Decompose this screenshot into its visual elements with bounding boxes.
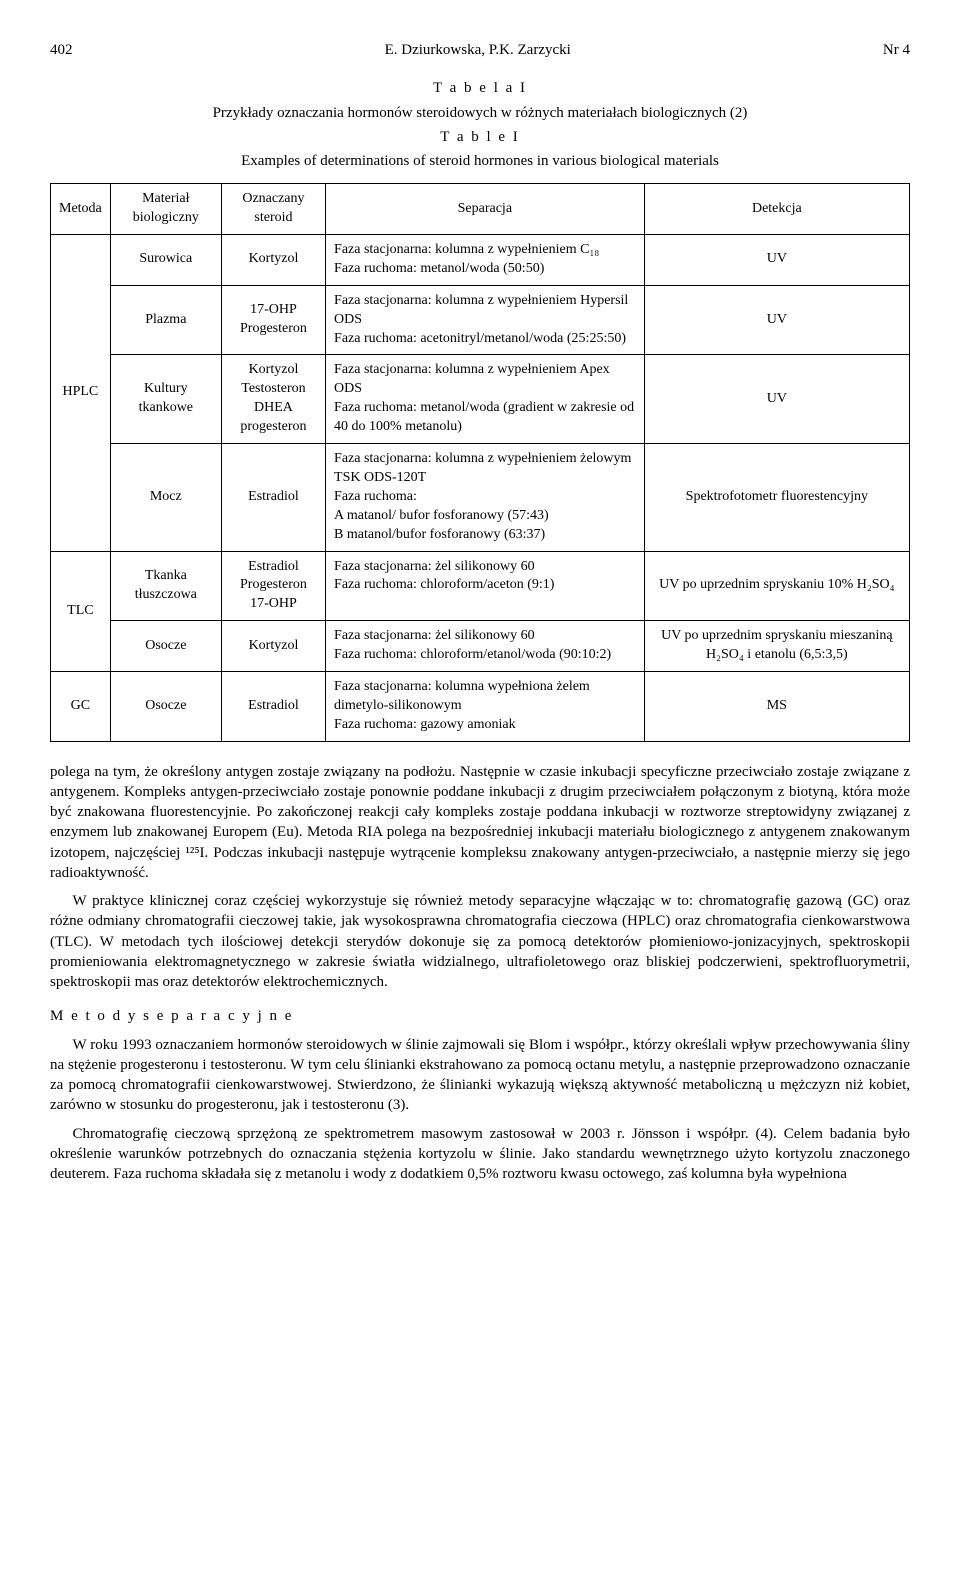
cell-steroid: Estradiol xyxy=(221,444,325,551)
table-row: Plazma17-OHPProgesteronFaza stacjonarna:… xyxy=(51,285,910,355)
table-caption-pl: Przykłady oznaczania hormonów steroidowy… xyxy=(50,103,910,123)
cell-detection: UV po uprzednim spryskaniu 10% H₂SO₄ xyxy=(644,551,909,621)
cell-method: GC xyxy=(51,671,111,741)
paragraph-3: W roku 1993 oznaczaniem hormonów steroid… xyxy=(50,1035,910,1116)
header-issue: Nr 4 xyxy=(883,40,910,60)
header-authors: E. Dziurkowska, P.K. Zarzycki xyxy=(385,40,571,60)
paragraph-1: polega na tym, że określony antygen zost… xyxy=(50,762,910,884)
table-row: HPLCSurowicaKortyzolFaza stacjonarna: ko… xyxy=(51,235,910,286)
cell-steroid: EstradiolProgesteron17-OHP xyxy=(221,551,325,621)
col-method: Metoda xyxy=(51,184,111,235)
cell-detection: MS xyxy=(644,671,909,741)
cell-material: Tkanka tłuszczowa xyxy=(110,551,221,621)
cell-separation: Faza stacjonarna: kolumna z wypełnieniem… xyxy=(326,235,645,286)
table-row: GCOsoczeEstradiolFaza stacjonarna: kolum… xyxy=(51,671,910,741)
cell-separation: Faza stacjonarna: kolumna wypełniona żel… xyxy=(326,671,645,741)
cell-steroid: 17-OHPProgesteron xyxy=(221,285,325,355)
cell-separation: Faza stacjonarna: kolumna z wypełnieniem… xyxy=(326,285,645,355)
col-steroid: Oznaczany steroid xyxy=(221,184,325,235)
section-heading: M e t o d y s e p a r a c y j n e xyxy=(50,1006,910,1026)
cell-detection: UV xyxy=(644,355,909,444)
steroid-table: Metoda Materiał biologiczny Oznaczany st… xyxy=(50,183,910,741)
cell-material: Kultury tkankowe xyxy=(110,355,221,444)
cell-separation: Faza stacjonarna: kolumna z wypełnieniem… xyxy=(326,355,645,444)
cell-material: Osocze xyxy=(110,621,221,672)
cell-material: Osocze xyxy=(110,671,221,741)
table-row: TLCTkanka tłuszczowaEstradiolProgesteron… xyxy=(51,551,910,621)
cell-detection: UV po uprzednim spryskaniu mieszaniną H₂… xyxy=(644,621,909,672)
cell-steroid: Kortyzol xyxy=(221,235,325,286)
paragraph-4: Chromatografię cieczową sprzężoną ze spe… xyxy=(50,1124,910,1185)
cell-separation: Faza stacjonarna: żel silikonowy 60Faza … xyxy=(326,551,645,621)
cell-detection: UV xyxy=(644,235,909,286)
table-row: OsoczeKortyzolFaza stacjonarna: żel sili… xyxy=(51,621,910,672)
table-caption-en: Examples of determinations of steroid ho… xyxy=(50,151,910,171)
cell-separation: Faza stacjonarna: kolumna z wypełnieniem… xyxy=(326,444,645,551)
page-number: 402 xyxy=(50,40,73,60)
cell-steroid: Kortyzol xyxy=(221,621,325,672)
cell-detection: Spektrofotometr fluorestencyjny xyxy=(644,444,909,551)
cell-detection: UV xyxy=(644,285,909,355)
cell-steroid: Estradiol xyxy=(221,671,325,741)
cell-separation: Faza stacjonarna: żel silikonowy 60Faza … xyxy=(326,621,645,672)
cell-material: Plazma xyxy=(110,285,221,355)
cell-material: Mocz xyxy=(110,444,221,551)
col-detection: Detekcja xyxy=(644,184,909,235)
table-row: MoczEstradiolFaza stacjonarna: kolumna z… xyxy=(51,444,910,551)
cell-material: Surowica xyxy=(110,235,221,286)
col-separation: Separacja xyxy=(326,184,645,235)
table-row: Kultury tkankoweKortyzolTestosteronDHEAp… xyxy=(51,355,910,444)
page-header: 402 E. Dziurkowska, P.K. Zarzycki Nr 4 xyxy=(50,40,910,60)
cell-method: HPLC xyxy=(51,235,111,551)
table-title-en: T a b l e I xyxy=(50,127,910,147)
paragraph-2: W praktyce klinicznej coraz częściej wyk… xyxy=(50,891,910,992)
cell-method: TLC xyxy=(51,551,111,671)
col-material: Materiał biologiczny xyxy=(110,184,221,235)
table-title-pl: T a b e l a I xyxy=(50,78,910,98)
cell-steroid: KortyzolTestosteronDHEAprogesteron xyxy=(221,355,325,444)
table-header-row: Metoda Materiał biologiczny Oznaczany st… xyxy=(51,184,910,235)
